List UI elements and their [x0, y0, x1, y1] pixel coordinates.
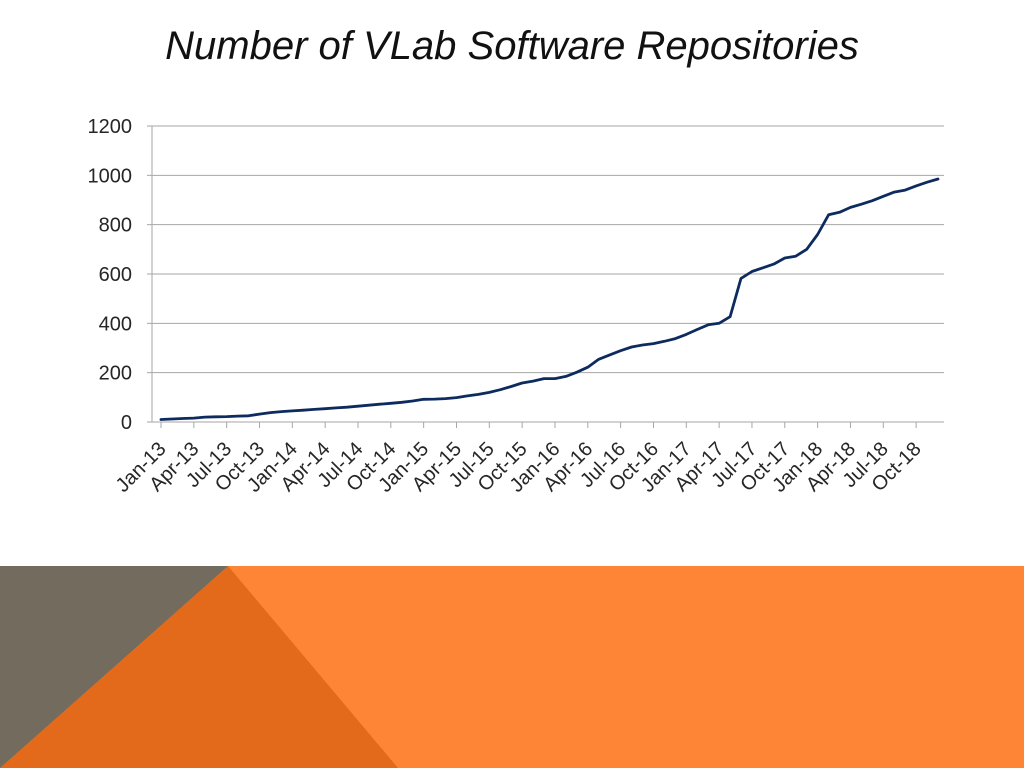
y-tick-label: 800 [99, 215, 132, 237]
y-axis: 0 200 400 600 800 1000 1200 [88, 116, 153, 434]
footer-gray-triangle [0, 566, 228, 768]
footer-dark-orange-triangle [0, 566, 398, 768]
y-tick-label: 600 [99, 264, 132, 286]
y-tick-label: 400 [99, 313, 132, 335]
footer-band [0, 566, 1024, 768]
y-tick-label: 0 [121, 412, 132, 434]
y-tick-label: 1000 [88, 165, 133, 187]
x-axis: Jan-13Apr-13Jul-13Oct-13Jan-14Apr-14Jul-… [112, 422, 926, 497]
y-tick-label: 200 [99, 363, 132, 385]
gridlines [152, 125, 944, 423]
slide-title: Number of VLab Software Repositories [165, 24, 859, 68]
series-layer [159, 177, 940, 421]
series-line-repositories [159, 177, 940, 421]
line-chart: 0 200 400 600 800 1000 1200 Jan-13Apr-13Jul-13… [88, 116, 944, 497]
y-tick-label: 1200 [88, 116, 133, 138]
